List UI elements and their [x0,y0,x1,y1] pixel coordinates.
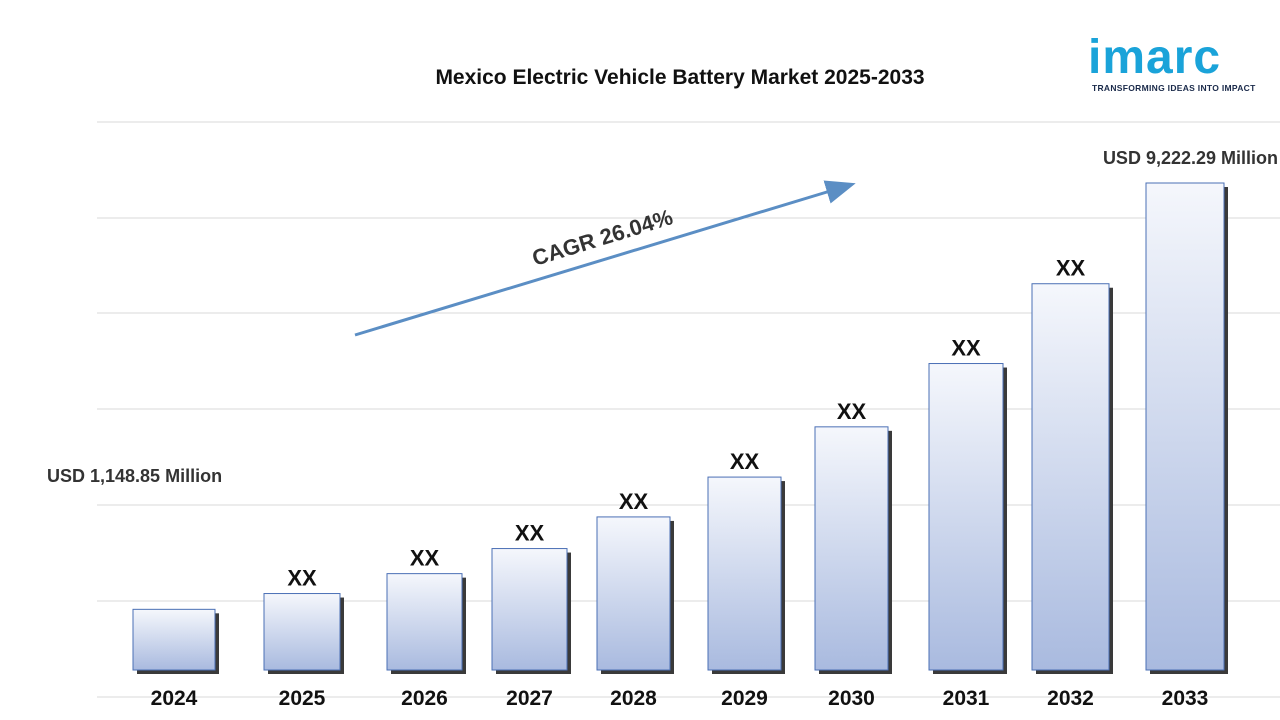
x-tick-label: 2033 [1162,687,1209,710]
bar [491,548,568,671]
bar [263,593,341,671]
x-tick-label: 2030 [828,687,875,710]
bar-value-label: XX [287,566,317,591]
bar [386,573,463,671]
bar [596,516,671,671]
x-tick-label: 2024 [151,687,198,710]
cagr-arrow [354,180,856,337]
logo-text: imarc [1088,31,1222,84]
x-tick-label: 2031 [943,687,990,710]
chart-title: Mexico Electric Vehicle Battery Market 2… [435,66,925,89]
x-tick-label: 2027 [506,687,553,710]
bar [707,476,782,671]
x-tick-label: 2028 [610,687,657,710]
bar-value-label: XX [619,489,649,514]
bar-value-label: XX [837,399,867,424]
bar [814,426,889,671]
x-tick-label: 2029 [721,687,768,710]
end-value-label: USD 9,222.29 Million [1102,148,1278,168]
imarc-logo: imarc TRANSFORMING IDEAS INTO IMPACT [1088,18,1264,98]
start-value-label: USD 1,148.85 Million [47,466,223,486]
logo-tagline: TRANSFORMING IDEAS INTO IMPACT [1092,83,1256,93]
bar-value-label: XX [951,336,981,361]
bar [132,608,216,671]
x-tick-label: 2025 [279,687,326,710]
bar-value-label: XX [1056,256,1086,281]
bar-value-label: XX [515,521,545,546]
bar [1031,283,1110,671]
bar-value-label: XX [410,546,440,571]
bar-value-label: XX [730,449,760,474]
x-tick-label: 2032 [1047,687,1094,710]
x-tick-label: 2026 [401,687,448,710]
bar [1145,182,1225,671]
bar [928,363,1004,671]
